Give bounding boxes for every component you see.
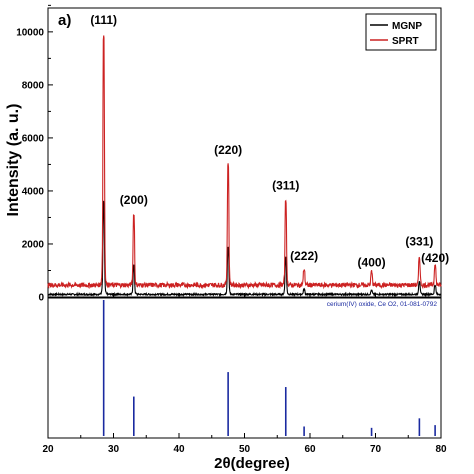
y-tick-label: 0 <box>38 293 44 304</box>
legend: MGNP SPRT <box>365 13 437 51</box>
y-tick-label: 4000 <box>22 186 45 197</box>
reference-label: cerium(IV) oxide, Ce O2, 01-081-0792 <box>327 301 438 308</box>
y-axis-label: Intensity (a. u.) <box>5 104 22 217</box>
reference-panel: 20 30 40 50 60 70 80 cerium(IV) oxide, Ce O2, 0… <box>42 297 447 455</box>
x-axis-label: 2θ(degree) <box>214 455 290 472</box>
peak-label: (200) <box>120 193 148 207</box>
y-tick-label: 10000 <box>16 27 44 38</box>
x-tick-label: 40 <box>173 444 185 455</box>
x-tick-label: 50 <box>239 444 251 455</box>
legend-box <box>365 13 437 51</box>
peak-label: (420) <box>421 251 449 265</box>
panel-label: a) <box>58 12 71 29</box>
peak-label: (400) <box>358 256 386 270</box>
upper-frame <box>47 7 442 298</box>
peak-label: (220) <box>214 143 242 157</box>
x-tick-label: 80 <box>435 444 447 455</box>
y-tick-label: 2000 <box>22 239 45 250</box>
y-tick-label: 8000 <box>22 80 45 91</box>
legend-entry: SPRT <box>392 36 419 47</box>
series-line-mgnp <box>47 200 442 298</box>
series-line-sprt <box>47 35 442 290</box>
peak-label: (311) <box>272 179 299 193</box>
x-tick-label: 70 <box>370 444 382 455</box>
x-tick-label: 20 <box>42 444 54 455</box>
peak-label: (331) <box>405 234 433 248</box>
peak-label: (111) <box>90 13 117 27</box>
upper-panel: 0 2000 4000 6000 8000 10000 (111) (200) (220) (31… <box>16 4 449 304</box>
y-tick-label: 6000 <box>22 133 45 144</box>
x-tick-label: 30 <box>108 444 120 455</box>
peak-label: (222) <box>290 249 318 263</box>
legend-entry: MGNP <box>392 21 422 32</box>
lower-frame <box>47 297 442 439</box>
x-tick-label: 60 <box>304 444 316 455</box>
